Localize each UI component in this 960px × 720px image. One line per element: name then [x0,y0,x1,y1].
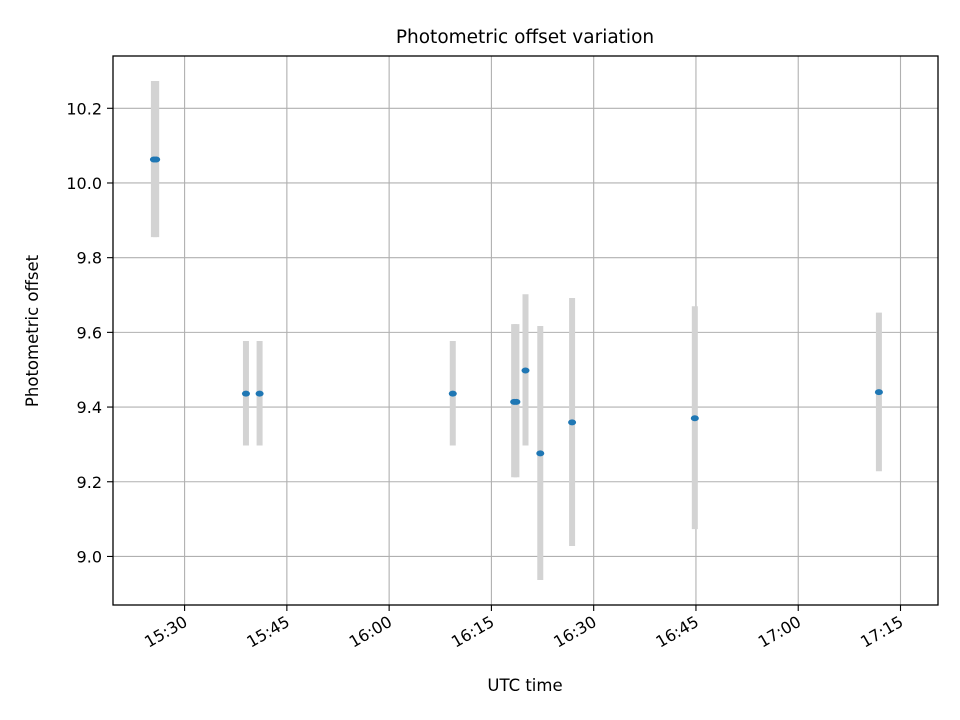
y-tick-label: 9.0 [77,547,102,566]
error-bars [150,81,882,580]
x-tick-label: 16:30 [550,612,599,652]
y-tick-label: 9.8 [77,249,102,268]
x-tick-label: 16:45 [653,612,702,652]
x-tick-label: 15:30 [141,612,190,652]
data-point [152,156,161,163]
data-point [241,390,250,397]
data-point [255,390,264,397]
x-tick-label: 17:00 [755,612,804,652]
data-point [512,398,521,405]
x-tick-label: 16:00 [346,612,395,652]
data-point [521,367,530,374]
x-tick-label: 15:45 [243,612,292,652]
data-point [690,415,699,422]
x-axis-label: UTC time [487,676,562,695]
data-points [149,156,883,457]
y-tick-label: 10.2 [66,99,102,118]
y-tick-label: 10.0 [66,174,102,193]
y-axis-label: Photometric offset [23,254,42,407]
data-point [448,390,457,397]
y-tick-label: 9.2 [77,473,102,492]
y-tick-label: 9.4 [77,398,102,417]
y-tick-label: 9.6 [77,323,102,342]
data-point [874,389,883,396]
axes-frame [112,55,939,606]
x-tick-label: 16:15 [448,612,497,652]
axis-ticks: 15:30 15:45 16:00 16:15 16:30 16:45 17:00 17:15… [66,99,906,651]
data-point [536,450,545,457]
data-point [568,419,577,426]
chart-title: Photometric offset variation [396,27,654,48]
x-tick-label: 17:15 [857,612,906,652]
